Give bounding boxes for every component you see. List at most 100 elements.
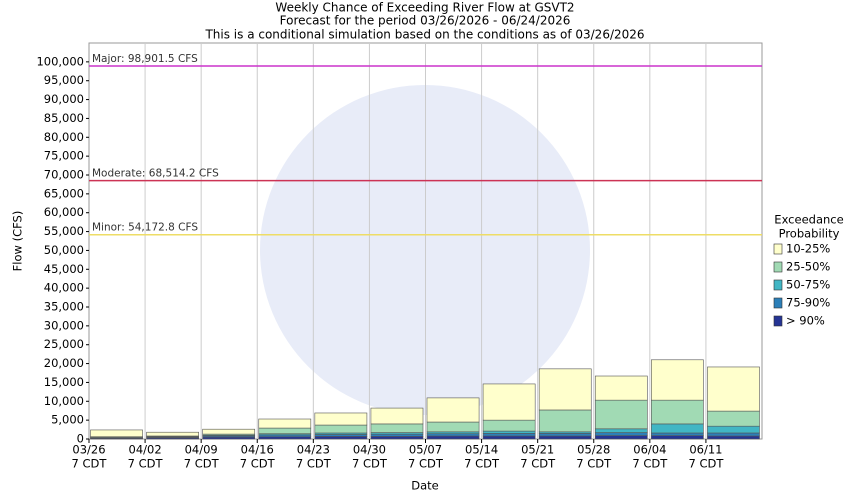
- bar-segment: [258, 436, 312, 440]
- y-tick-label: 85,000: [44, 111, 84, 125]
- x-tick-sublabel: 7 CDT: [128, 457, 164, 471]
- y-tick-label: 70,000: [44, 168, 84, 182]
- bar-segment: [482, 419, 536, 432]
- bar-segment: [651, 423, 704, 434]
- bar-segment: [370, 423, 424, 433]
- bar-segment: [426, 433, 480, 437]
- bar-segment: [202, 428, 256, 435]
- threshold-label: Moderate: 68,514.2 CFS: [92, 168, 219, 180]
- bar-segment: [594, 432, 648, 436]
- y-tick-label: 80,000: [44, 130, 84, 144]
- y-tick-label: 30,000: [44, 318, 84, 332]
- bar-segment: [426, 397, 480, 423]
- legend-swatch: [773, 261, 783, 273]
- legend-swatch: [773, 315, 783, 327]
- bar-segment: [651, 399, 704, 425]
- x-tick-sublabel: 7 CDT: [352, 457, 388, 471]
- x-tick-label: 05/28: [577, 443, 610, 457]
- y-tick-label: 25,000: [44, 337, 84, 351]
- bar-segment: [538, 368, 592, 411]
- bar-segment: [538, 409, 592, 433]
- legend-swatch: [773, 243, 783, 255]
- y-tick-label: 15,000: [44, 375, 84, 389]
- chart-subtitle: This is a conditional simulation based o…: [204, 28, 644, 42]
- legend-title: Exceedance: [774, 213, 843, 227]
- bar-segment: [594, 428, 648, 433]
- y-tick-label: 100,000: [36, 54, 84, 68]
- bar-segment: [482, 430, 536, 434]
- x-tick-sublabel: 7 CDT: [464, 457, 500, 471]
- y-tick-label: 60,000: [44, 205, 84, 219]
- bar-segment: [538, 433, 592, 437]
- y-tick-label: 75,000: [44, 149, 84, 163]
- x-tick-label: 05/07: [409, 443, 442, 457]
- bar-segment: [594, 399, 648, 430]
- y-axis-label: Flow (CFS): [11, 211, 25, 272]
- threshold-label: Minor: 54,172.8 CFS: [92, 222, 198, 234]
- y-tick-label: 50,000: [44, 243, 84, 257]
- y-tick-label: 55,000: [44, 224, 84, 238]
- bar-segment: [370, 407, 424, 425]
- x-tick-label: 06/11: [689, 443, 722, 457]
- bar-segment: [594, 375, 648, 401]
- y-tick-label: 65,000: [44, 186, 84, 200]
- bar-segment: [707, 432, 760, 437]
- x-tick-label: 06/04: [633, 443, 666, 457]
- x-tick-label: 04/09: [185, 443, 218, 457]
- bar-segment: [707, 435, 760, 440]
- y-tick-label: 40,000: [44, 281, 84, 295]
- bar-segment: [651, 359, 704, 401]
- bar-segment: [90, 429, 143, 438]
- legend-label: 75-90%: [786, 296, 830, 310]
- x-tick-sublabel: 7 CDT: [520, 457, 556, 471]
- bar-segment: [370, 436, 424, 440]
- x-tick-sublabel: 7 CDT: [240, 457, 276, 471]
- legend-title: Probability: [779, 227, 840, 241]
- bar-segment: [314, 412, 368, 426]
- y-tick-label: 35,000: [44, 300, 84, 314]
- y-tick-label: 45,000: [44, 262, 84, 276]
- x-tick-label: 05/14: [465, 443, 498, 457]
- y-tick-label: 0: [77, 432, 84, 446]
- x-tick-sublabel: 7 CDT: [688, 457, 724, 471]
- x-tick-sublabel: 7 CDT: [184, 457, 220, 471]
- x-tick-sublabel: 7 CDT: [72, 457, 108, 471]
- x-tick-sublabel: 7 CDT: [632, 457, 668, 471]
- y-tick-label: 95,000: [44, 73, 84, 87]
- bar-segment: [538, 435, 592, 440]
- x-axis-label: Date: [411, 479, 439, 493]
- bar-segment: [707, 425, 760, 434]
- threshold-label: Major: 98,901.5 CFS: [92, 53, 198, 65]
- y-tick-label: 20,000: [44, 356, 84, 370]
- bar-segment: [314, 424, 368, 434]
- bar-segment: [707, 410, 760, 427]
- x-tick-label: 05/21: [521, 443, 554, 457]
- bar-segment: [426, 435, 480, 440]
- bar-segment: [651, 432, 704, 436]
- x-tick-sublabel: 7 CDT: [576, 457, 612, 471]
- legend-swatch: [773, 297, 783, 309]
- x-tick-sublabel: 7 CDT: [408, 457, 444, 471]
- x-tick-label: 04/23: [297, 443, 330, 457]
- bar-segment: [370, 433, 424, 437]
- chart-title: Weekly Chance of Exceeding River Flow at…: [275, 1, 574, 15]
- x-tick-label: 03/26: [72, 443, 105, 457]
- bar-segment: [146, 431, 199, 437]
- bar-segment: [707, 366, 760, 412]
- y-tick-label: 5,000: [51, 413, 84, 427]
- bar-segment: [594, 435, 648, 440]
- bar-segment: [482, 433, 536, 437]
- bar-segment: [482, 383, 536, 421]
- x-tick-label: 04/02: [129, 443, 162, 457]
- bar-segment: [482, 435, 536, 440]
- bar-segment: [426, 421, 480, 433]
- legend-label: 10-25%: [786, 242, 830, 256]
- y-tick-label: 10,000: [44, 394, 84, 408]
- legend-label: 25-50%: [786, 260, 830, 274]
- x-tick-label: 04/16: [241, 443, 274, 457]
- y-tick-label: 90,000: [44, 92, 84, 106]
- bar-segment: [258, 427, 312, 435]
- bar-segment: [314, 436, 368, 440]
- legend-label: 50-75%: [786, 278, 830, 292]
